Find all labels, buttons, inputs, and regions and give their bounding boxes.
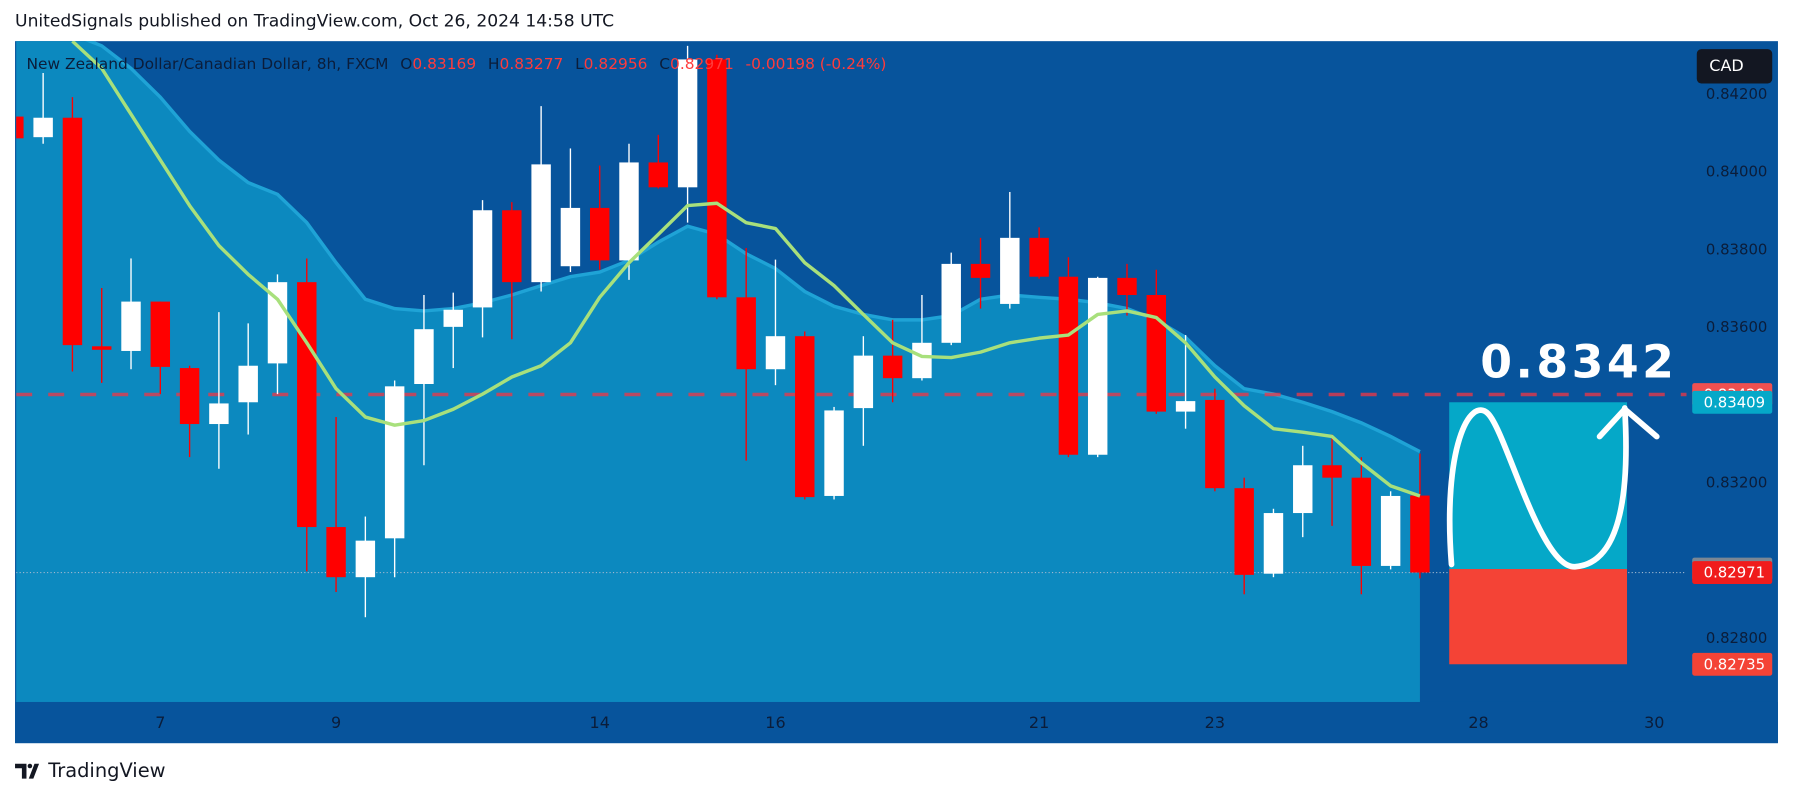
logo-dot <box>27 763 33 769</box>
legend-title: New Zealand Dollar/Canadian Dollar, 8h, … <box>26 55 388 73</box>
legend-value: 0.82956 <box>584 55 648 73</box>
x-tick-label: 14 <box>590 713 610 732</box>
price-label-bg <box>1692 652 1773 676</box>
candle-body <box>1410 495 1430 573</box>
candle-body <box>824 410 844 496</box>
x-tick-label: 21 <box>1029 713 1049 732</box>
candle-body <box>765 336 786 370</box>
candle-body <box>443 309 463 327</box>
candle-body <box>384 386 405 539</box>
logo-mark <box>15 763 40 779</box>
plot <box>16 41 1687 702</box>
candle-body <box>1117 277 1137 295</box>
drawn-arrow <box>1596 406 1660 440</box>
candle-body <box>267 282 288 364</box>
x-tick-label: 16 <box>765 713 785 732</box>
candle-body <box>882 355 903 379</box>
candle-body <box>355 540 376 578</box>
candle-body <box>92 346 112 350</box>
candle-body <box>179 368 200 425</box>
price-label: 0.83409 <box>1704 393 1765 411</box>
candle-body <box>150 301 171 367</box>
y-tick-label: 0.84000 <box>1706 163 1767 181</box>
candle-body <box>1029 237 1049 277</box>
candle-body <box>736 297 756 370</box>
candle-body <box>1205 399 1225 489</box>
candle-body <box>1234 488 1254 575</box>
candle-body <box>970 263 991 278</box>
brand: TradingView <box>47 759 165 782</box>
candle-body <box>648 162 669 188</box>
legend-value: 0.83277 <box>500 55 564 73</box>
currency-label[interactable]: CAD <box>1709 56 1743 75</box>
candle-body <box>414 329 434 385</box>
candle-body <box>795 336 815 498</box>
x-tick-label: 7 <box>155 713 165 732</box>
price-label: 0.82971 <box>1704 564 1765 582</box>
candle-body <box>33 117 53 138</box>
x-tick-label: 28 <box>1468 713 1488 732</box>
candle-body <box>531 164 551 283</box>
header: UnitedSignals published on TradingView.c… <box>15 12 614 32</box>
candle-body <box>677 59 698 188</box>
legend-value: 0.83169 <box>412 55 476 73</box>
candle-body <box>326 527 346 578</box>
candle-body <box>209 403 229 425</box>
legend-letter: O <box>400 55 412 73</box>
candle-body <box>1058 276 1079 455</box>
candle-body <box>941 263 961 343</box>
candle-body <box>238 365 258 403</box>
candle-body <box>1322 465 1342 478</box>
legend-letter: H <box>488 55 500 73</box>
legend-change: -0.00198 (-0.24%) <box>746 55 887 73</box>
candle-body <box>1351 477 1372 566</box>
y-tick-label: 0.84200 <box>1706 85 1767 103</box>
candle-body <box>16 116 24 139</box>
legend: New Zealand Dollar/Canadian Dollar, 8h, … <box>26 55 886 73</box>
candle-body <box>912 342 932 379</box>
candle-body <box>589 207 610 261</box>
candle-body <box>707 59 727 298</box>
candle-body <box>1146 294 1167 412</box>
y-tick-label: 0.83600 <box>1706 318 1767 336</box>
brand-logo <box>15 763 40 779</box>
legend-letter: L <box>575 55 584 73</box>
candle-body <box>853 355 874 409</box>
currency-button[interactable] <box>1696 49 1773 84</box>
candle-body <box>1380 495 1401 566</box>
overlay: 7 9 14 16 21 23 28 30 0.84200 0.84000 0.83800 0.836… <box>15 85 1778 744</box>
candle-body <box>619 162 639 261</box>
profit-zone <box>1449 402 1628 570</box>
y-tick-label: 0.82800 <box>1706 629 1767 647</box>
price-label-bg <box>1692 390 1773 414</box>
annotation: 0.8342 <box>1480 335 1677 388</box>
candle-body <box>560 207 581 267</box>
candle-body <box>502 210 522 283</box>
time-axis <box>15 701 1778 744</box>
candle-body <box>1175 401 1196 412</box>
x-tick-label: 23 <box>1205 713 1225 732</box>
price-label: 0.82735 <box>1704 655 1765 673</box>
loss-zone <box>1449 569 1628 665</box>
candle-body <box>1087 277 1108 455</box>
candle-body <box>62 117 83 346</box>
y-tick-label: 0.83200 <box>1706 474 1767 492</box>
legend-value: 0.82971 <box>670 55 734 73</box>
ma-line <box>71 41 1421 498</box>
price-label-bg <box>1692 561 1773 584</box>
candle-body <box>121 301 141 351</box>
candle-body <box>1000 237 1020 304</box>
x-tick-label: 9 <box>331 713 341 732</box>
candle-body <box>1293 465 1313 514</box>
drawn-curve <box>1446 405 1629 570</box>
candle-body <box>297 282 317 528</box>
candle-body <box>472 210 493 308</box>
candle-body <box>1263 513 1284 574</box>
legend-letter: C <box>659 55 670 73</box>
band-area <box>16 41 1420 702</box>
x-tick-label: 30 <box>1644 713 1664 732</box>
y-tick-label: 0.83800 <box>1706 240 1767 258</box>
